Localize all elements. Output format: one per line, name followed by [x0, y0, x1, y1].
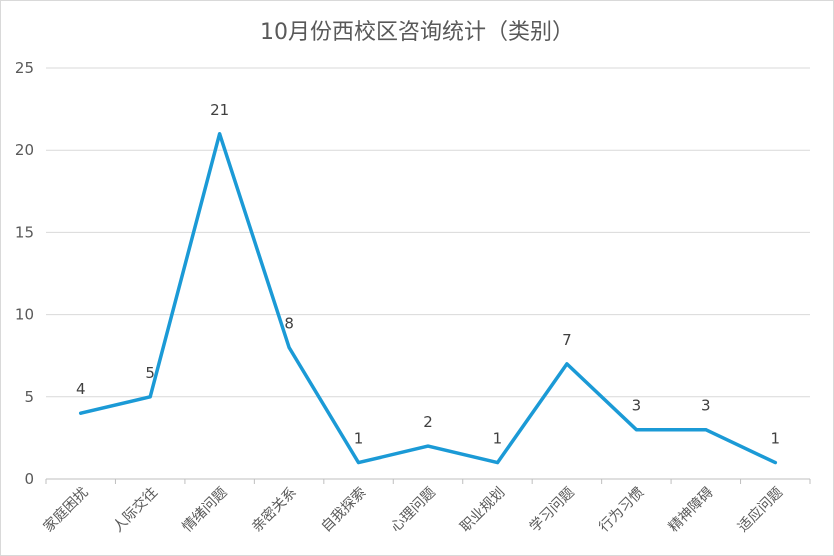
data-label: 1	[493, 430, 503, 448]
x-tick-label: 人际交往	[109, 484, 161, 536]
x-tick-label: 自我探索	[318, 484, 370, 536]
gridlines	[46, 67, 810, 398]
data-point	[565, 362, 569, 366]
data-label: 3	[701, 397, 711, 415]
data-point	[634, 428, 638, 432]
series	[78, 132, 778, 465]
x-tick-label: 适应问题	[734, 484, 786, 536]
data-label: 1	[770, 430, 780, 448]
data-point	[704, 428, 708, 432]
x-tick-label: 行为习惯	[596, 484, 648, 536]
x-tick-label: 亲密关系	[248, 484, 300, 536]
data-label: 2	[423, 413, 433, 431]
x-tick-label: 心理问题	[388, 485, 439, 536]
data-point	[218, 132, 222, 136]
x-tick-label: 职业规划	[457, 485, 508, 536]
chart-title: 10月份西校区咨询统计（类别）	[260, 20, 574, 45]
x-tick-label: 家庭困扰	[40, 484, 92, 536]
x-tick-label: 精神障碍	[666, 485, 717, 536]
data-label: 1	[354, 430, 364, 448]
data-label: 7	[562, 331, 572, 349]
x-axis	[45, 478, 811, 484]
data-point	[148, 395, 152, 399]
data-point	[287, 345, 291, 349]
data-label: 4	[76, 380, 86, 398]
y-tick-label: 0	[24, 470, 34, 488]
x-axis-labels: 家庭困扰 人际交往 情绪问题 亲密关系 自我探索 心理问题 职业规划 学习问题 行为习惯 精神障碍…	[40, 484, 786, 536]
data-label: 5	[145, 364, 155, 382]
data-label: 3	[632, 397, 642, 415]
y-tick-label: 15	[15, 223, 34, 241]
y-tick-label: 5	[24, 388, 34, 406]
data-point	[495, 461, 499, 465]
data-label: 8	[284, 314, 294, 332]
data-point	[426, 444, 430, 448]
y-axis-ticks: 0 5 10 15 20 25	[15, 59, 34, 488]
y-tick-label: 20	[15, 141, 34, 159]
data-label: 21	[210, 101, 229, 119]
y-tick-label: 10	[15, 306, 34, 324]
x-tick-label: 学习问题	[527, 485, 578, 536]
y-tick-label: 25	[15, 59, 34, 77]
data-point	[357, 461, 361, 465]
data-point	[79, 411, 83, 415]
data-point	[773, 461, 777, 465]
x-tick-label: 情绪问题	[180, 485, 231, 536]
